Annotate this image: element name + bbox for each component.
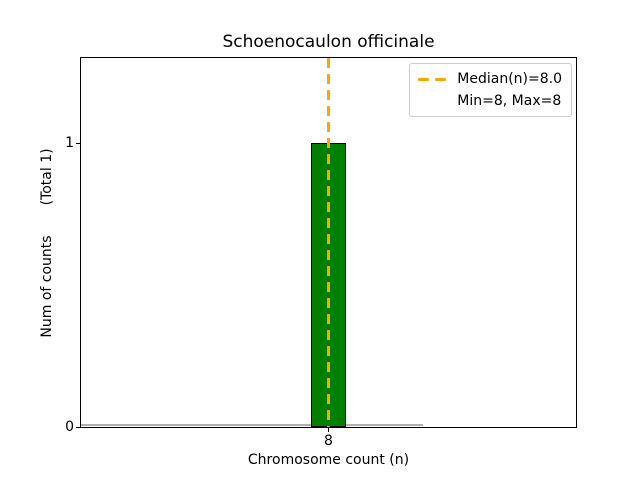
y-axis-label-total: (Total 1): [39, 148, 55, 206]
legend-label-minmax: Min=8, Max=8: [457, 93, 562, 109]
x-tick-label-8: 8: [324, 433, 333, 449]
median-dashed-line-swatch: [418, 77, 447, 81]
y-axis-label-main: Num of counts: [39, 235, 55, 338]
y-tick-label-1: 1: [65, 135, 74, 152]
legend-entry-minmax: Min=8, Max=8: [418, 91, 562, 111]
x-tick-8: [328, 428, 329, 432]
dash-icon: [435, 77, 447, 81]
legend-label-median: Median(n)=8.0: [457, 71, 562, 87]
legend: Median(n)=8.0 Min=8, Max=8: [409, 63, 572, 117]
plot-area: Median(n)=8.0 Min=8, Max=8: [76, 57, 577, 432]
legend-entry-median: Median(n)=8.0: [418, 69, 562, 89]
chart-title: Schoenocaulon officinale: [222, 32, 435, 52]
x-axis-label: Chromosome count (n): [247, 452, 410, 468]
y-tick-1: [76, 142, 80, 144]
y-tick-0: [76, 426, 80, 428]
y-axis-label: Num of counts (Total 1): [39, 148, 55, 337]
y-tick-label-0: 0: [65, 419, 74, 435]
dash-icon: [418, 77, 430, 81]
median-line: [327, 58, 330, 427]
zero-baseline-line: [81, 424, 423, 426]
